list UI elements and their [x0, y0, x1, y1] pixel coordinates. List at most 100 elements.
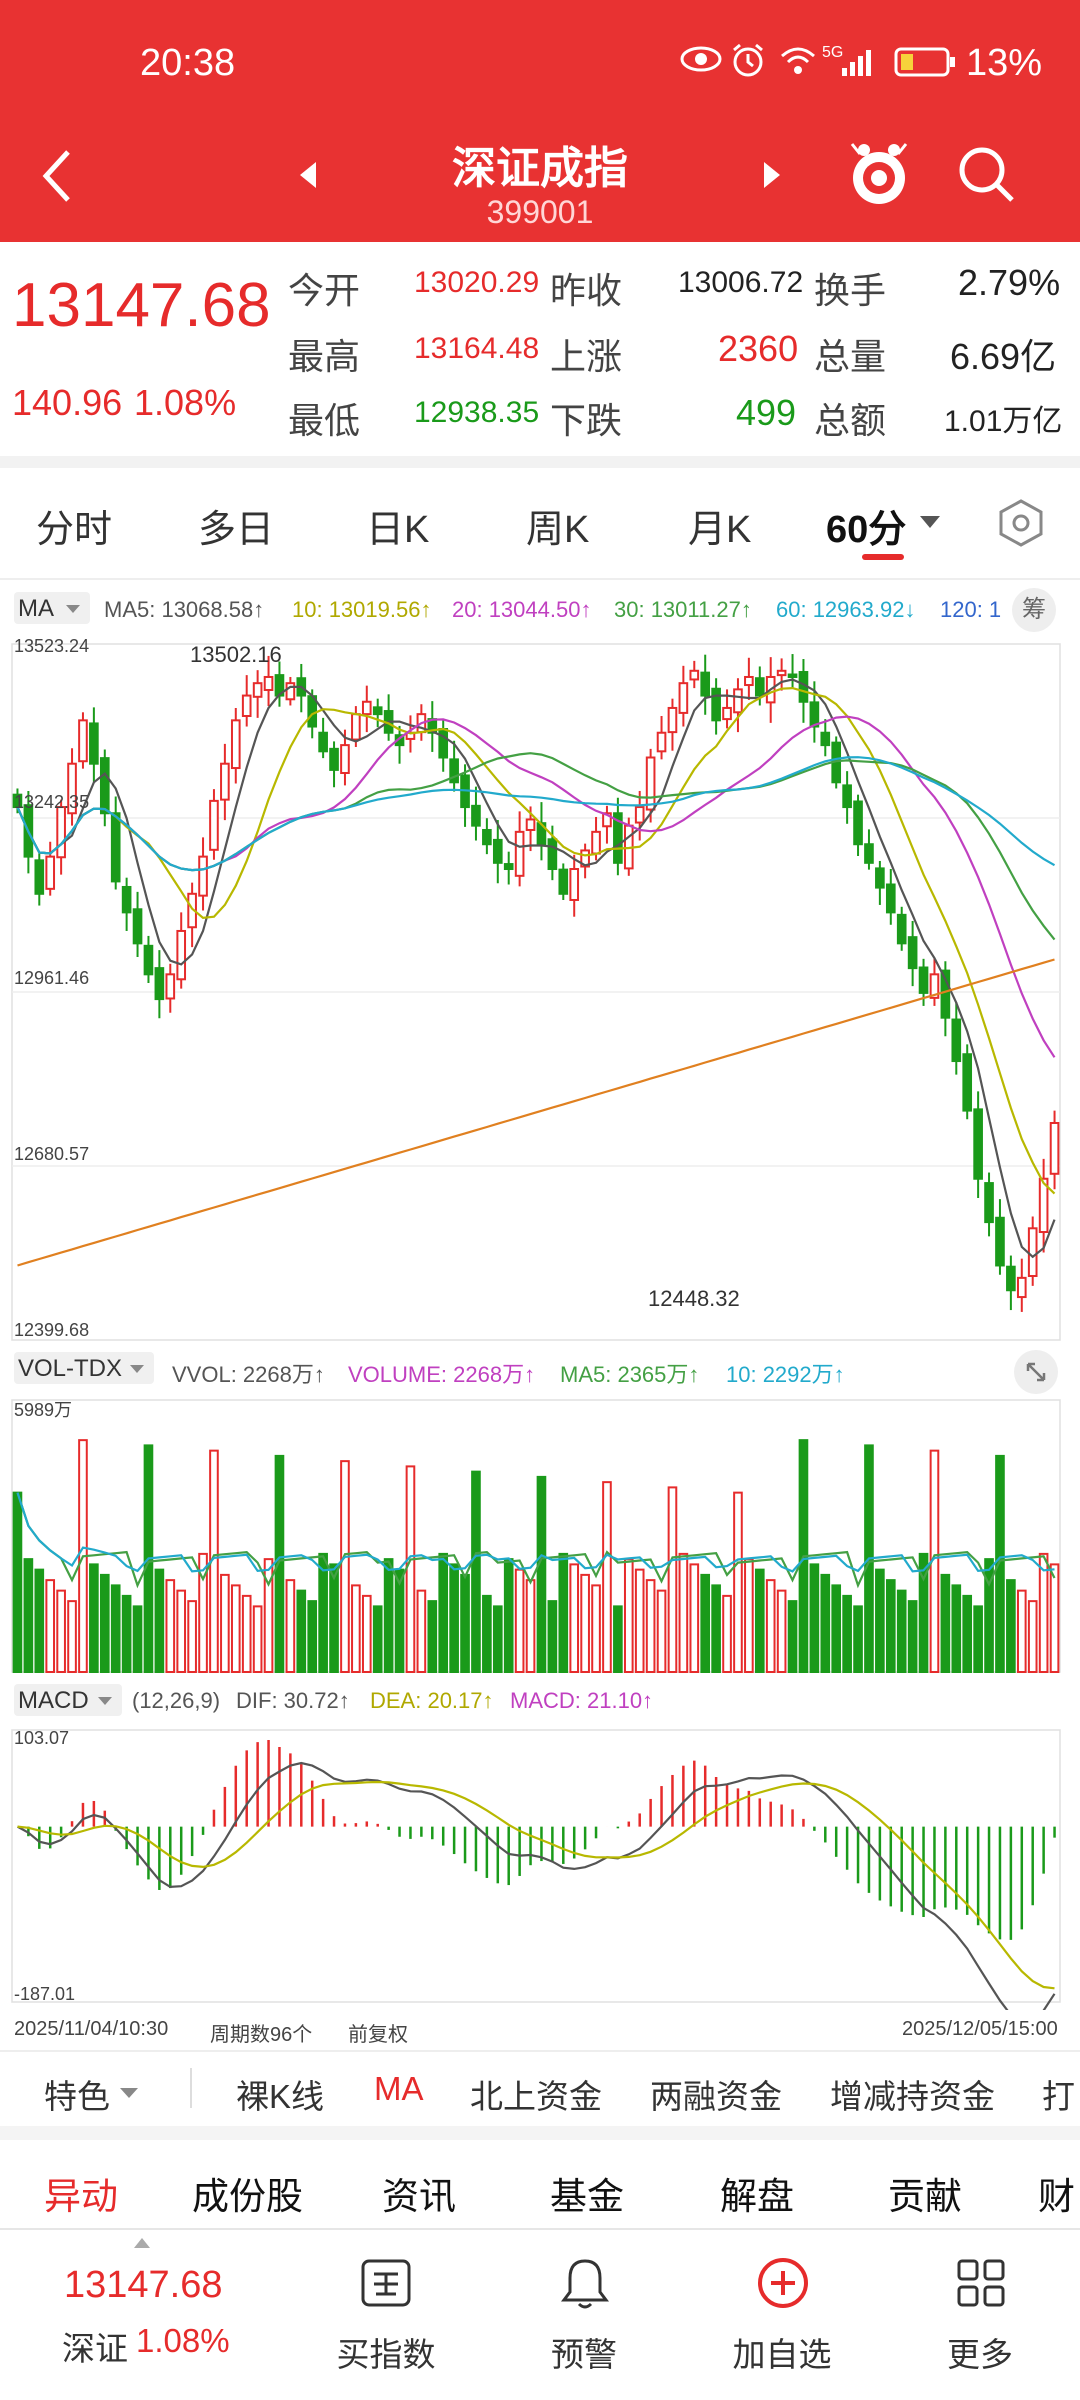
- volume-bar: [329, 1563, 339, 1673]
- volume-bar: [503, 1558, 514, 1673]
- ma10-legend: 10: 13019.56↑: [292, 597, 432, 622]
- next-arrow-icon[interactable]: [760, 160, 782, 190]
- volume-bar: [296, 1589, 307, 1673]
- candle-body: [1006, 1265, 1016, 1292]
- candle-body: [143, 944, 154, 976]
- section-tab-constituents[interactable]: 成份股: [192, 2176, 303, 2217]
- candle-body: [678, 682, 689, 714]
- candle-body: [438, 728, 449, 759]
- kline-chart[interactable]: [0, 630, 1080, 2010]
- volume-bar: [776, 1589, 787, 1673]
- down-label: 下跌: [550, 400, 623, 441]
- prev-arrow-icon[interactable]: [298, 160, 320, 190]
- mascot-icon[interactable]: [848, 140, 910, 206]
- period-tabs: 分时 多日 日K 周K 月K 60分: [0, 468, 1080, 580]
- caret-down-icon[interactable]: [918, 514, 942, 530]
- volume-bar: [525, 1579, 536, 1674]
- buy-index-button[interactable]: 买指数: [326, 2244, 446, 2384]
- volume-bar: [45, 1579, 56, 1674]
- candle-body: [230, 719, 241, 770]
- volume-bar: [951, 1584, 962, 1674]
- candle-body: [525, 818, 536, 831]
- add-watchlist-button[interactable]: 加自选: [722, 2244, 842, 2384]
- ma30-legend: 30: 13011.27↑: [614, 597, 752, 622]
- up-label: 上涨: [550, 336, 623, 377]
- down-count: 499: [736, 392, 797, 433]
- signal-icon: [840, 46, 880, 78]
- tab-monthly-k[interactable]: 月K: [688, 509, 752, 551]
- divider: [0, 456, 1080, 468]
- candle-body: [241, 694, 252, 718]
- macd-selector[interactable]: MACD: [14, 1684, 122, 1716]
- volume-bar: [1006, 1579, 1016, 1674]
- ma10-line: [16, 686, 1056, 1195]
- app-header: 20:38 5G 13% 深证成指 399001: [0, 0, 1080, 242]
- high-label: 最高: [288, 336, 361, 377]
- candle-body: [722, 706, 732, 721]
- volume-bar: [318, 1552, 328, 1673]
- candle-body: [361, 700, 372, 716]
- indicator-tab-margin[interactable]: 两融资金: [650, 2078, 782, 2115]
- search-icon[interactable]: [956, 144, 1016, 204]
- tab-weekly-k[interactable]: 周K: [526, 509, 590, 551]
- price-axis-tick: 12680.57: [14, 1144, 90, 1164]
- tab-multi-day[interactable]: 多日: [198, 509, 275, 551]
- candle-body: [220, 762, 230, 801]
- volume-bar: [514, 1568, 525, 1673]
- bottom-bar: 13147.68 深证 1.08% 买指数 预警 加自选 更多: [0, 2228, 1080, 2400]
- indicator-tab-naked-k[interactable]: 裸K线: [236, 2078, 325, 2115]
- price-change-pct: 1.08%: [134, 382, 237, 423]
- chip-distribution-button[interactable]: 筹: [1012, 588, 1056, 632]
- volume-bar: [984, 1558, 994, 1673]
- candle-body: [875, 867, 885, 889]
- volume-bar: [67, 1600, 77, 1673]
- ma-selector[interactable]: MA: [14, 592, 90, 624]
- low-marker-label: 12448.32: [648, 1286, 740, 1311]
- expand-icon[interactable]: [1014, 1350, 1058, 1394]
- indicator-tab-more[interactable]: 打: [1042, 2078, 1075, 2115]
- indicator-tab-ma[interactable]: MA: [374, 2070, 424, 2107]
- bottom-price[interactable]: 13147.68: [64, 2264, 223, 2306]
- volume-ma10-line: [16, 1492, 1055, 1573]
- volume-bar: [492, 1605, 503, 1673]
- vol-selector[interactable]: VOL-TDX: [14, 1352, 154, 1384]
- section-tab-news[interactable]: 资讯: [382, 2176, 456, 2217]
- volume-bar: [591, 1584, 601, 1674]
- tab-daily-k[interactable]: 日K: [366, 509, 430, 551]
- section-tab-contribution[interactable]: 贡献: [888, 2176, 962, 2217]
- tab-60min[interactable]: 60分: [826, 509, 907, 551]
- candle-body: [984, 1182, 994, 1224]
- turnover-value: 2.79%: [958, 262, 1061, 303]
- wifi-icon: [778, 44, 818, 76]
- indicator-tab-northbound[interactable]: 北上资金: [470, 2078, 602, 2115]
- candle-body: [285, 682, 296, 701]
- volume-axis-max: 5989万: [14, 1400, 73, 1420]
- bottom-index-name: 深证: [62, 2330, 128, 2367]
- volume-bar: [220, 1573, 230, 1674]
- candle-body: [820, 731, 831, 747]
- feature-dropdown[interactable]: 特色: [44, 2078, 110, 2115]
- alert-label: 预警: [551, 2336, 617, 2373]
- adjust-mode: 前复权: [348, 2024, 408, 2046]
- eye-icon: [680, 44, 722, 74]
- candle-body: [744, 675, 754, 687]
- back-icon[interactable]: [38, 146, 78, 206]
- ma-selector-label: MA: [18, 595, 54, 622]
- candle-body: [962, 1053, 973, 1112]
- section-tab-analysis[interactable]: 解盘: [720, 2176, 794, 2217]
- section-tab-movement[interactable]: 异动: [44, 2176, 118, 2217]
- tab-intraday[interactable]: 分时: [36, 509, 113, 551]
- volume-bar: [56, 1589, 66, 1673]
- section-tab-funds[interactable]: 基金: [550, 2176, 624, 2217]
- grid-more-icon: [957, 2259, 1005, 2307]
- network-type: 5G: [822, 44, 844, 61]
- more-button[interactable]: 更多: [920, 2244, 1040, 2384]
- dif-line: [16, 1761, 1056, 2010]
- alert-button[interactable]: 预警: [524, 2244, 644, 2384]
- volume-value: 6.69亿: [950, 336, 1057, 377]
- settings-hexagon-icon[interactable]: [996, 498, 1046, 548]
- candle-body: [809, 701, 820, 728]
- section-tab-finance[interactable]: 财: [1038, 2176, 1075, 2217]
- volume-bar: [842, 1594, 852, 1673]
- indicator-tab-holdings[interactable]: 增减持资金: [830, 2078, 995, 2115]
